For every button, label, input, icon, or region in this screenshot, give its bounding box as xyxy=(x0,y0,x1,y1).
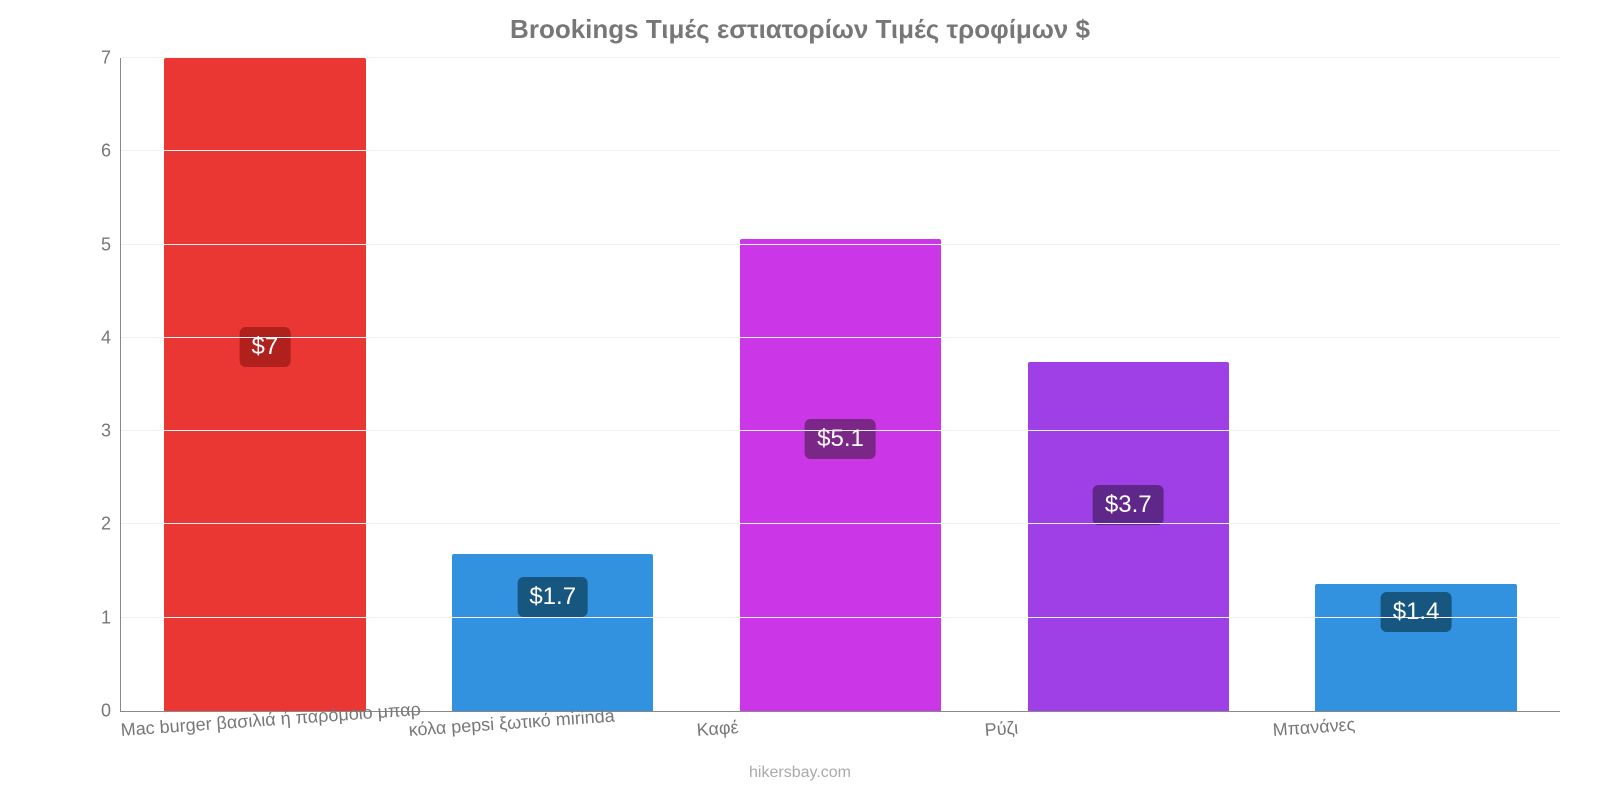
x-label-slot: Ρύζι xyxy=(984,712,1272,772)
bar-slot: $3.7 xyxy=(984,58,1272,711)
y-tick-label: 1 xyxy=(101,607,121,628)
bar-value-badge: $7 xyxy=(240,327,291,367)
gridline xyxy=(121,57,1560,58)
y-tick-label: 3 xyxy=(101,421,121,442)
x-label-slot: Καφέ xyxy=(696,712,984,772)
bar xyxy=(1028,362,1229,711)
bar-slot: $7 xyxy=(121,58,409,711)
y-tick-label: 2 xyxy=(101,514,121,535)
x-axis-labels: Mac burger βασιλιά ή παρόμοιο μπαρκόλα p… xyxy=(120,712,1560,772)
gridline xyxy=(121,150,1560,151)
y-tick-label: 5 xyxy=(101,234,121,255)
gridline xyxy=(121,244,1560,245)
x-axis-category-label: Καφέ xyxy=(696,717,739,741)
bar xyxy=(164,58,365,711)
bar-value-badge: $1.4 xyxy=(1381,592,1452,632)
chart-title: Brookings Τιμές εστιατορίων Τιμές τροφίμ… xyxy=(0,0,1600,45)
bar-slot: $1.4 xyxy=(1272,58,1560,711)
bars-layer: $7 $1.7 $5.1 $3.7 $1.4 xyxy=(121,58,1560,711)
bar-slot: $5.1 xyxy=(697,58,985,711)
bar-slot: $1.7 xyxy=(409,58,697,711)
y-tick-label: 0 xyxy=(101,701,121,722)
x-axis-category-label: Μπανάνες xyxy=(1272,714,1356,741)
x-label-slot: κόλα pepsi ξωτικό mirinda xyxy=(408,712,696,772)
x-axis-category-label: Ρύζι xyxy=(984,718,1019,741)
x-label-slot: Μπανάνες xyxy=(1272,712,1560,772)
gridline xyxy=(121,523,1560,524)
bar xyxy=(740,239,941,711)
attribution-text: hikersbay.com xyxy=(0,764,1600,782)
bar-value-badge: $3.7 xyxy=(1093,485,1164,525)
x-label-slot: Mac burger βασιλιά ή παρόμοιο μπαρ xyxy=(120,712,408,772)
chart-container: Brookings Τιμές εστιατορίων Τιμές τροφίμ… xyxy=(0,0,1600,800)
gridline xyxy=(121,337,1560,338)
y-tick-label: 7 xyxy=(101,48,121,69)
bar-value-badge: $5.1 xyxy=(805,419,876,459)
y-tick-label: 4 xyxy=(101,327,121,348)
plot-area: $7$1.7$5.1$3.7$1.4 01234567 xyxy=(120,58,1560,712)
bar-value-badge: $1.7 xyxy=(517,577,588,617)
gridline xyxy=(121,430,1560,431)
y-tick-label: 6 xyxy=(101,141,121,162)
gridline xyxy=(121,617,1560,618)
